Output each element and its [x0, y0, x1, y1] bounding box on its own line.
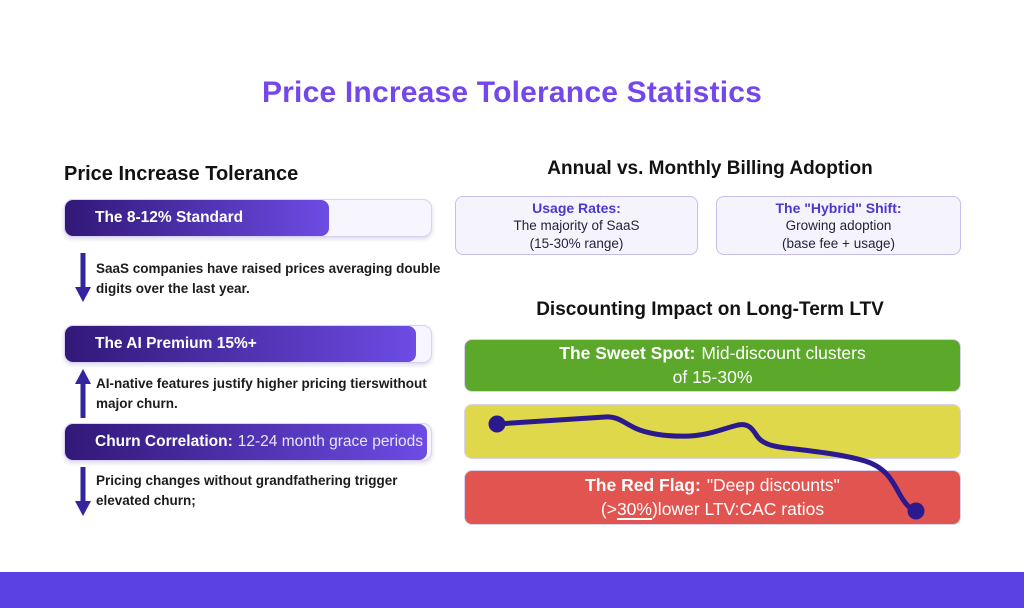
stat-bar-ai-premium: The AI Premium 15%+ [64, 325, 432, 363]
band-sweet-spot-line1: The Sweet Spot: Mid-discount clusters [465, 342, 960, 365]
band-sweet-spot-label: The Sweet Spot: [559, 343, 696, 364]
stat-note-churn: Pricing changes without grandfathering t… [96, 473, 398, 508]
billing-card-hybrid-shift: The "Hybrid" Shift: Growing adoption (ba… [716, 196, 961, 255]
stat-bar-churn-fill: Churn Correlation: 12-24 month grace per… [65, 424, 428, 460]
stat-bar-churn-label: Churn Correlation: [95, 433, 233, 450]
band-red-flag-line2-post: )lower LTV:CAC ratios [651, 498, 825, 519]
stat-bar-ai-premium-fill: The AI Premium 15%+ [65, 326, 417, 362]
band-red-flag: The Red Flag: "Deep discounts" (>30%)lowe… [464, 470, 961, 525]
stat-note-standard: SaaS companies have raised prices averag… [96, 261, 441, 296]
billing-card-title: Usage Rates: [532, 199, 621, 216]
stat-bar-churn-label-detail: 12-24 month grace periods [237, 433, 424, 450]
band-sweet-spot-text: Mid-discount clusters [701, 343, 866, 364]
band-red-flag-line2-underlined: 30% [616, 498, 652, 519]
band-red-flag-line1: The Red Flag: "Deep discounts" [465, 474, 960, 497]
band-sweet-spot-line2: of 15-30% [672, 366, 753, 387]
billing-section-heading: Annual vs. Monthly Billing Adoption [547, 158, 873, 179]
stat-bar-standard-fill: The 8-12% Standard [65, 200, 329, 236]
billing-card-line: Growing adoption [785, 218, 892, 234]
band-mid-discount [464, 404, 961, 459]
billing-card-line: (base fee + usage) [782, 235, 895, 251]
band-red-flag-text: "Deep discounts" [706, 475, 840, 496]
band-red-flag-line2: (>30%)lower LTV:CAC ratios [465, 498, 960, 521]
footer-band [0, 572, 1024, 608]
band-red-flag-line2-pre: (> [600, 498, 617, 519]
down-arrow-icon [74, 467, 92, 517]
stat-bar-churn: Churn Correlation: 12-24 month grace per… [64, 423, 432, 461]
band-red-flag-label: The Red Flag: [585, 475, 701, 496]
stat-bar-standard: The 8-12% Standard [64, 199, 432, 237]
billing-card-line: The majority of SaaS [513, 218, 640, 234]
billing-card-usage-rates: Usage Rates: The majority of SaaS (15-30… [455, 196, 698, 255]
billing-card-title: The "Hybrid" Shift: [775, 199, 902, 216]
band-sweet-spot: The Sweet Spot: Mid-discount clusters of … [464, 339, 961, 392]
down-arrow-icon [74, 253, 92, 303]
billing-card-line: (15-30% range) [529, 235, 624, 251]
up-arrow-icon [74, 368, 92, 418]
discount-section-heading: Discounting Impact on Long-Term LTV [536, 299, 884, 320]
left-section-heading: Price Increase Tolerance [64, 163, 299, 185]
stat-bar-standard-label: The 8-12% Standard [95, 209, 244, 226]
page-title: Price Increase Tolerance Statistics [261, 76, 763, 109]
stat-note-ai-premium: AI-native features justify higher pricin… [96, 376, 427, 411]
stat-bar-ai-premium-label: The AI Premium 15%+ [95, 335, 257, 352]
